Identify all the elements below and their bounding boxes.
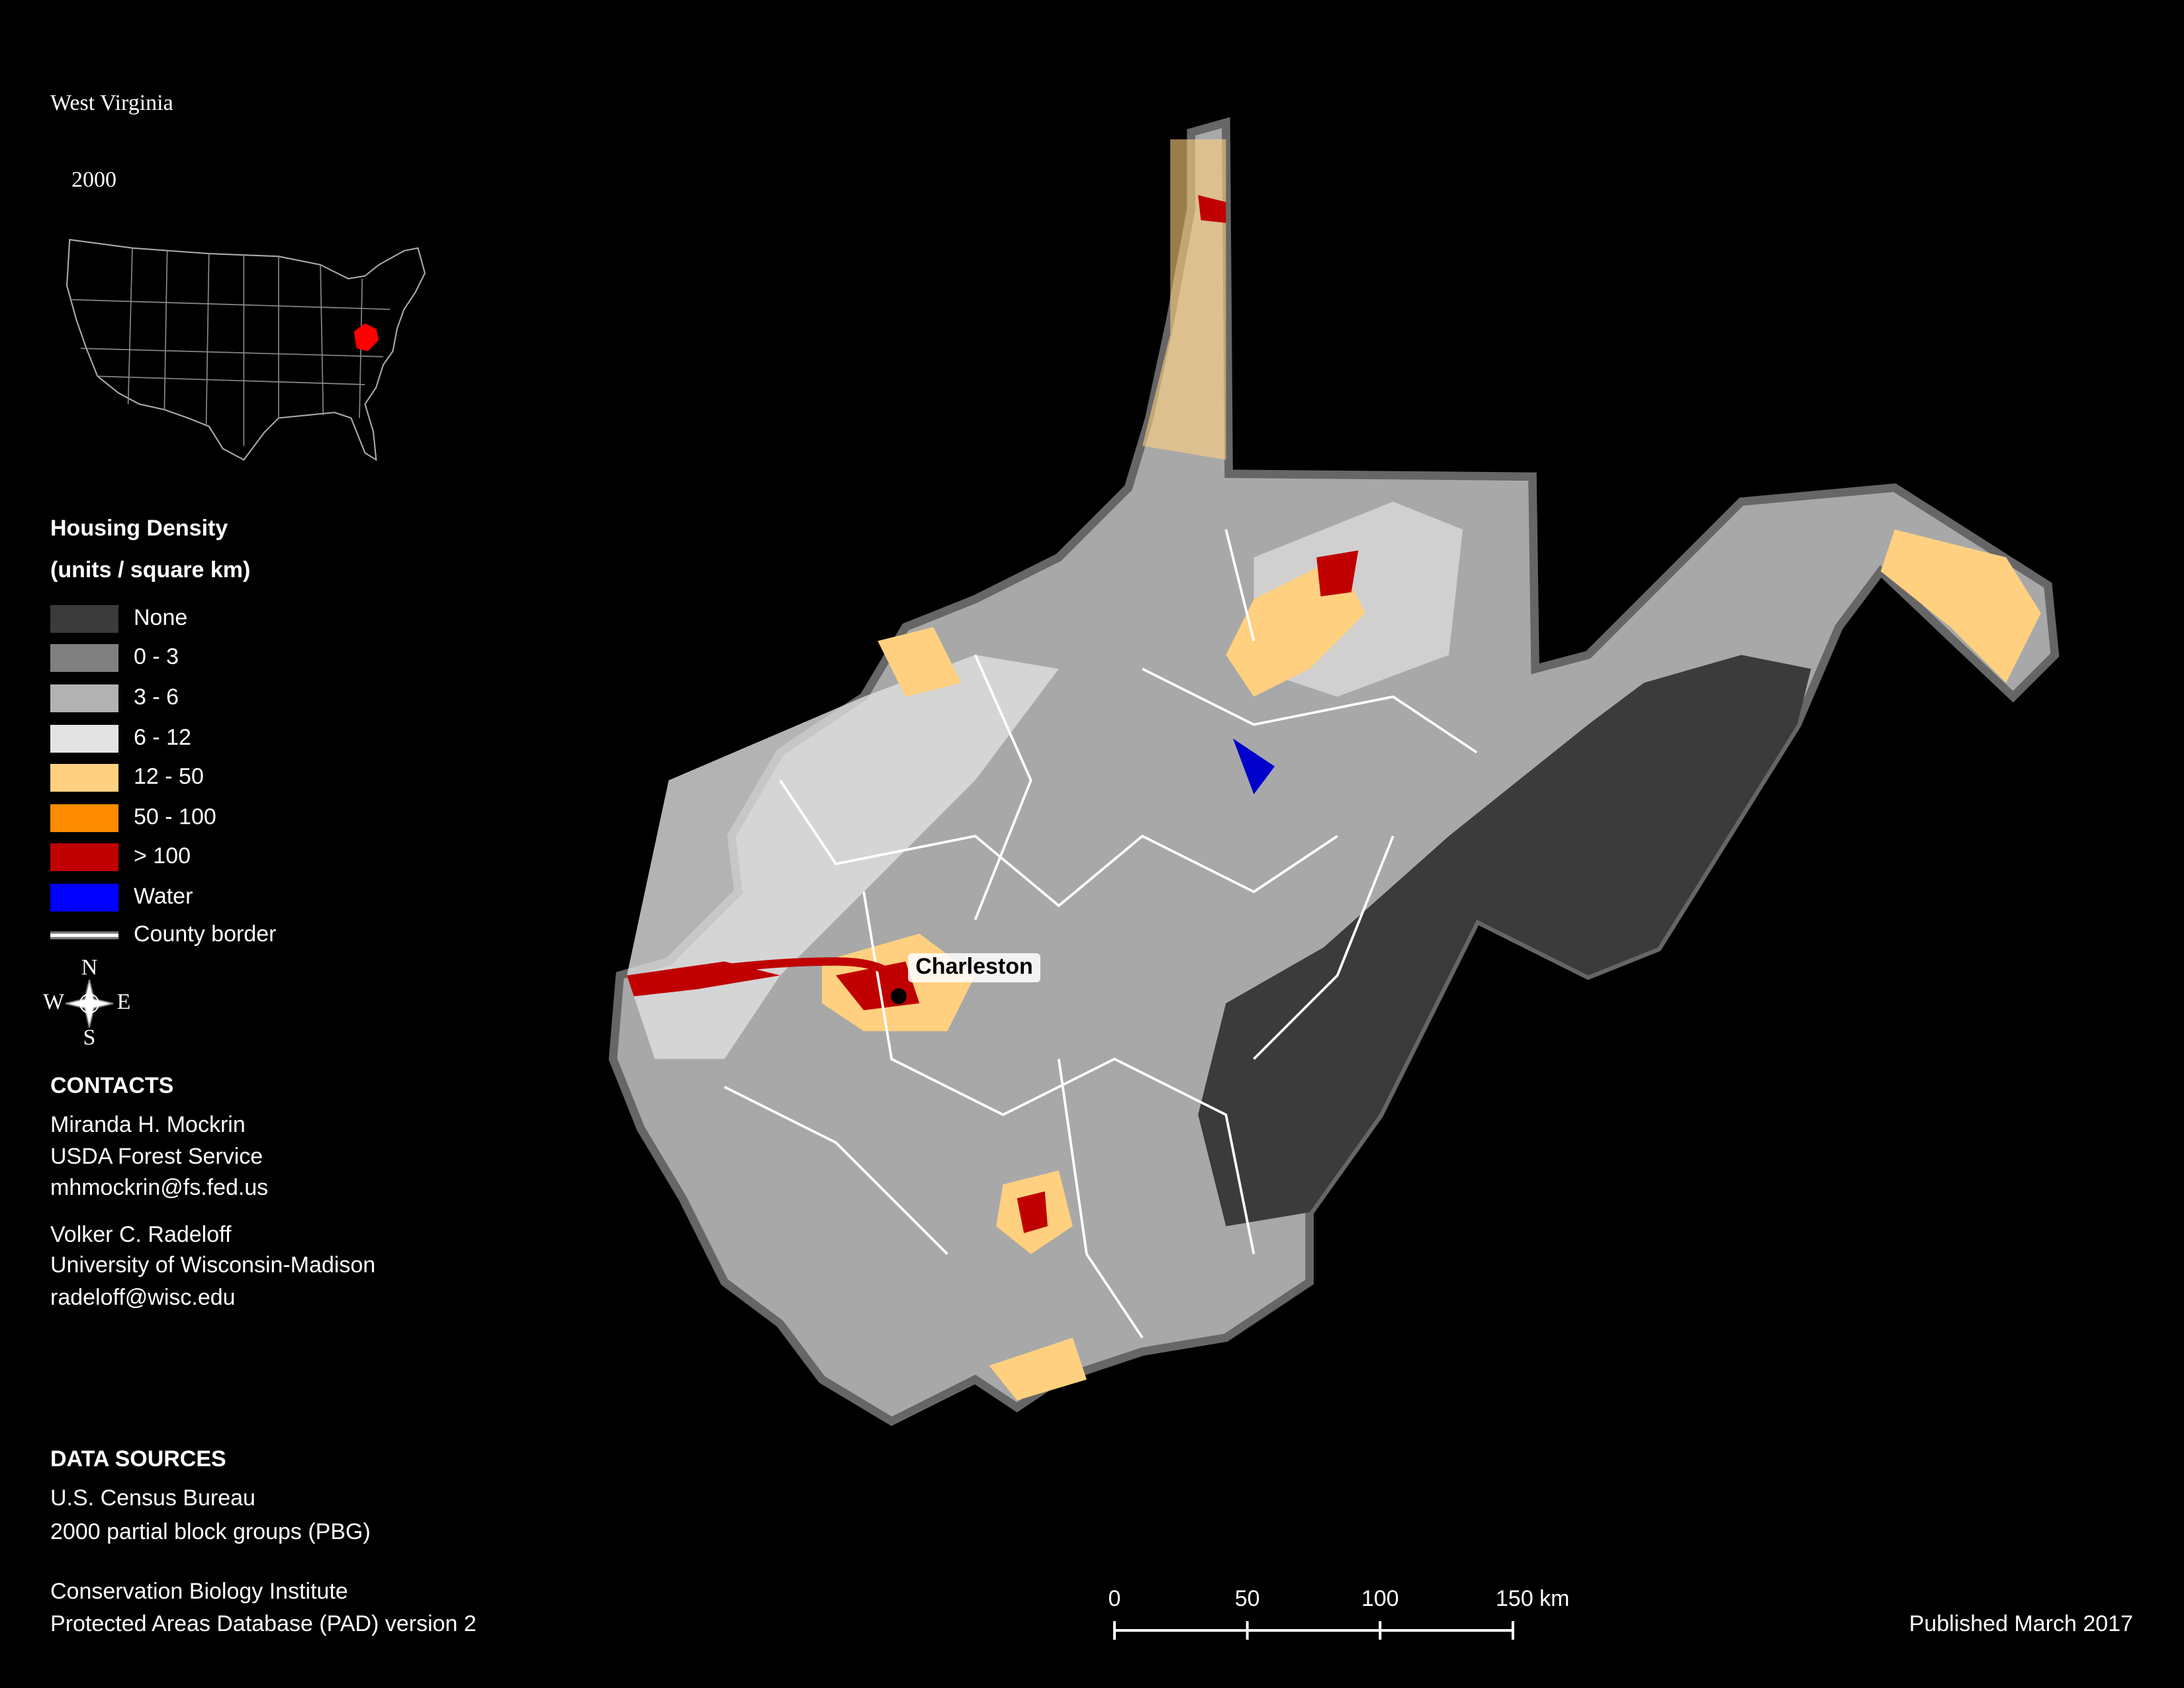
legend-swatch — [50, 644, 118, 672]
scale-label: 50 — [1235, 1586, 1260, 1611]
legend-swatch — [50, 843, 118, 871]
legend: None 0 - 3 3 - 6 6 - 12 12 - 50 50 - 100 > 100… — [50, 605, 276, 947]
city-label: Charleston — [915, 954, 1033, 979]
legend-label: None — [134, 605, 187, 630]
compass-letter: S — [83, 1025, 96, 1050]
inset-map — [66, 238, 426, 461]
contact-line: radeloff@wisc.edu — [50, 1285, 236, 1310]
source-line: Protected Areas Database (PAD) version 2 — [50, 1611, 477, 1636]
compass-letter: W — [43, 990, 65, 1014]
contact-line: mhmockrin@fs.fed.us — [50, 1175, 268, 1200]
source-line: Conservation Biology Institute — [50, 1579, 348, 1604]
contact-line: Miranda H. Mockrin — [50, 1112, 246, 1137]
scale-label: 100 — [1361, 1586, 1399, 1611]
contacts-heading: CONTACTS — [50, 1073, 173, 1098]
scale-bar: 0 50 100 150 km — [1109, 1586, 1570, 1640]
legend-swatch — [50, 684, 118, 712]
compass-letter: N — [81, 955, 98, 980]
contacts: CONTACTS Miranda H. Mockrin USDA Forest Se… — [50, 1073, 375, 1310]
map-subtitle: 2000 — [71, 167, 116, 192]
contact-line: Volker C. Radeloff — [50, 1222, 232, 1247]
city-marker — [891, 988, 907, 1004]
legend-label: Water — [134, 884, 193, 909]
legend-swatch — [50, 725, 118, 753]
state-map — [608, 117, 2060, 1427]
legend-label: 0 - 3 — [134, 644, 179, 669]
legend-title: Housing Density — [50, 516, 228, 541]
legend-label: > 100 — [134, 843, 191, 868]
data-sources: DATA SOURCES U.S. Census Bureau 2000 parti… — [50, 1446, 477, 1636]
compass-letter: E — [117, 990, 131, 1014]
legend-label: 12 - 50 — [134, 764, 204, 789]
published-note: Published March 2017 — [1909, 1611, 2133, 1636]
contact-line: USDA Forest Service — [50, 1144, 263, 1169]
legend-label: 50 - 100 — [134, 804, 216, 829]
source-line: U.S. Census Bureau — [50, 1485, 255, 1511]
legend-units: (units / square km) — [50, 557, 250, 583]
legend-label: 3 - 6 — [134, 684, 179, 710]
map-title: West Virginia — [50, 91, 173, 115]
legend-label: 6 - 12 — [134, 725, 191, 750]
legend-swatch — [50, 804, 118, 832]
legend-swatch — [50, 884, 118, 912]
legend-label: County border — [134, 921, 276, 947]
sources-heading: DATA SOURCES — [50, 1446, 226, 1472]
legend-swatch — [50, 764, 118, 792]
contact-line: University of Wisconsin-Madison — [50, 1252, 375, 1278]
source-line: 2000 partial block groups (PBG) — [50, 1519, 371, 1544]
city-label-bg — [908, 953, 1040, 982]
scale-label: 0 — [1109, 1586, 1121, 1611]
legend-swatch — [50, 605, 118, 633]
scale-label: 150 km — [1496, 1586, 1570, 1611]
